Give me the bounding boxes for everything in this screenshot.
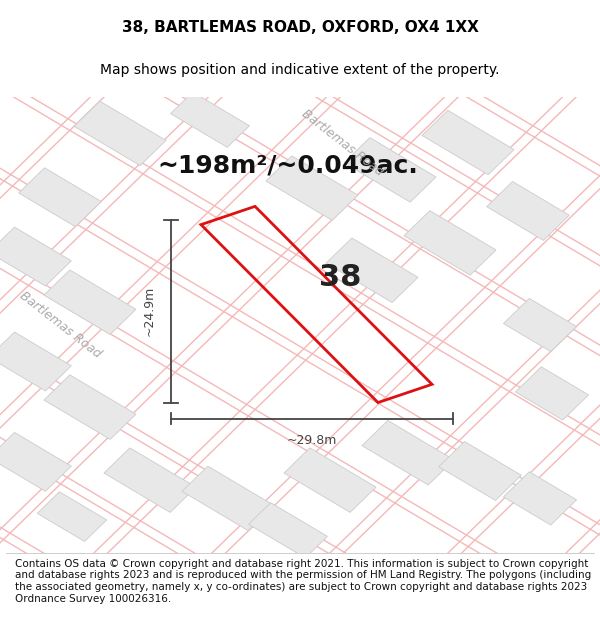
Polygon shape bbox=[404, 211, 496, 275]
Polygon shape bbox=[0, 432, 71, 491]
Polygon shape bbox=[266, 156, 358, 221]
Polygon shape bbox=[182, 466, 274, 531]
Polygon shape bbox=[503, 472, 577, 525]
Polygon shape bbox=[515, 367, 589, 420]
Polygon shape bbox=[44, 375, 136, 439]
Polygon shape bbox=[344, 138, 436, 202]
Polygon shape bbox=[284, 448, 376, 512]
Polygon shape bbox=[503, 298, 577, 352]
Polygon shape bbox=[37, 492, 107, 541]
Polygon shape bbox=[104, 448, 196, 512]
Text: 38, BARTLEMAS ROAD, OXFORD, OX4 1XX: 38, BARTLEMAS ROAD, OXFORD, OX4 1XX bbox=[122, 19, 478, 34]
Polygon shape bbox=[0, 332, 71, 391]
Polygon shape bbox=[439, 442, 521, 501]
Text: Bartlemas Road: Bartlemas Road bbox=[17, 289, 103, 361]
Polygon shape bbox=[0, 227, 71, 286]
Polygon shape bbox=[487, 181, 569, 241]
Polygon shape bbox=[170, 92, 250, 148]
Polygon shape bbox=[74, 101, 166, 166]
Text: 38: 38 bbox=[319, 262, 362, 292]
Text: ~29.8m: ~29.8m bbox=[287, 434, 337, 447]
Text: ~24.9m: ~24.9m bbox=[143, 286, 156, 336]
Polygon shape bbox=[248, 503, 328, 558]
Text: Bartlemas Road: Bartlemas Road bbox=[299, 107, 385, 178]
Text: Map shows position and indicative extent of the property.: Map shows position and indicative extent… bbox=[100, 62, 500, 77]
Polygon shape bbox=[44, 270, 136, 334]
Text: Contains OS data © Crown copyright and database right 2021. This information is : Contains OS data © Crown copyright and d… bbox=[15, 559, 591, 604]
Text: ~198m²/~0.049ac.: ~198m²/~0.049ac. bbox=[158, 153, 418, 178]
Polygon shape bbox=[422, 110, 514, 175]
Polygon shape bbox=[362, 421, 454, 485]
Polygon shape bbox=[326, 238, 418, 302]
Polygon shape bbox=[19, 168, 101, 227]
